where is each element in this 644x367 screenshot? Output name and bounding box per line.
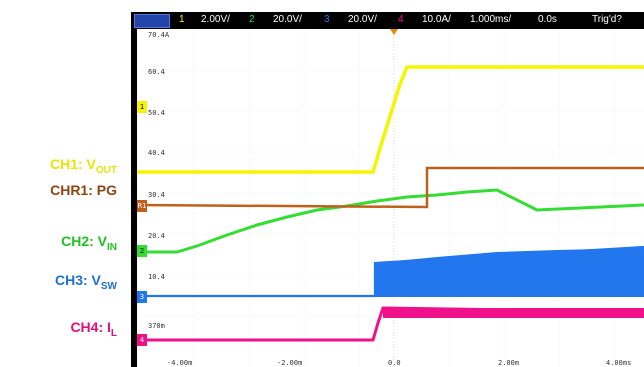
ch3-label-sub: SW	[100, 280, 117, 292]
trigger-position-marker[interactable]	[390, 29, 398, 35]
ch2-ground-marker[interactable]: 2	[137, 245, 147, 257]
y-tick-1: 60.4	[148, 68, 165, 76]
grid	[137, 29, 644, 367]
x-tick-3: 2.00m	[498, 359, 519, 367]
ch2-label-text: CH2: V	[61, 233, 107, 249]
oscilloscope-screen: 1 2.00V/ 2 20.0V/ 3 20.0V/ 4 10.0A/ 1.00…	[131, 12, 644, 367]
ch3-switching-band	[375, 248, 644, 297]
ch3-label-text: CH3: V	[54, 272, 101, 288]
ch4-ripple-band	[383, 308, 644, 318]
x-tick-2: 0.0	[388, 359, 401, 367]
ch1-label-sub: OUT	[95, 164, 117, 176]
ch2-trace	[137, 188, 644, 254]
waveform-svg: 70.4A 60.4 50.4 40.4 30.4 20.4 10.4 370m…	[137, 29, 644, 367]
ch3-scale[interactable]: 20.0V/	[348, 14, 377, 25]
x-tick-4: 4.00ms	[606, 359, 631, 367]
run-indicator[interactable]	[134, 14, 170, 28]
y-tick-7: 370m	[148, 322, 165, 330]
delay[interactable]: 0.0s	[538, 14, 557, 25]
y-tick-4: 30.4	[148, 191, 165, 199]
waveform-area: 70.4A 60.4 50.4 40.4 30.4 20.4 10.4 370m…	[137, 29, 644, 367]
ch1-ground-marker[interactable]: 1	[137, 101, 147, 113]
ch3-number[interactable]: 3	[324, 14, 330, 25]
channel-label-ch2: CH2: VIN	[61, 233, 117, 256]
ch4-ground-marker[interactable]: 4	[137, 334, 147, 346]
y-tick-0: 70.4A	[148, 31, 170, 39]
x-tick-1: -2.00m	[277, 359, 302, 367]
ch4-label-text: CH4: I	[70, 319, 111, 335]
channel-label-ch1: CH1: VOUT	[50, 156, 117, 179]
ch4-scale[interactable]: 10.0A/	[422, 14, 451, 25]
ch3-ground-marker[interactable]: 3	[137, 291, 147, 303]
ch1-number[interactable]: 1	[179, 14, 185, 25]
channel-label-ch3: CH3: VSW	[55, 272, 117, 295]
y-tick-6: 10.4	[148, 273, 165, 281]
ch4-number[interactable]: 4	[398, 14, 404, 25]
ch1-label-text: CH1: V	[49, 156, 96, 172]
chr1-ground-marker[interactable]: R1	[137, 200, 147, 212]
y-tick-5: 20.4	[148, 232, 165, 240]
y-tick-2: 50.4	[148, 109, 165, 117]
ch2-scale[interactable]: 20.0V/	[273, 14, 302, 25]
x-tick-0: -4.00m	[167, 359, 192, 367]
ch1-scale[interactable]: 2.00V/	[201, 14, 230, 25]
ch3-trace	[137, 245, 644, 298]
scope-status-bar: 1 2.00V/ 2 20.0V/ 3 20.0V/ 4 10.0A/ 1.00…	[131, 12, 644, 28]
chr1-trace	[137, 166, 644, 209]
timebase[interactable]: 1.000ms/	[470, 14, 512, 25]
channel-label-ch4: CH4: IL	[70, 319, 117, 342]
trigger-status: Trig'd?	[592, 14, 622, 25]
channel-label-chr1: CHR1: PG	[50, 182, 117, 198]
ch2-label-sub: IN	[107, 241, 117, 253]
chr1-label-text: CHR1: PG	[50, 182, 117, 198]
ch1-trace	[137, 65, 644, 174]
y-tick-3: 40.4	[148, 149, 165, 157]
ch4-label-sub: L	[110, 327, 117, 339]
ch2-number[interactable]: 2	[249, 14, 255, 25]
